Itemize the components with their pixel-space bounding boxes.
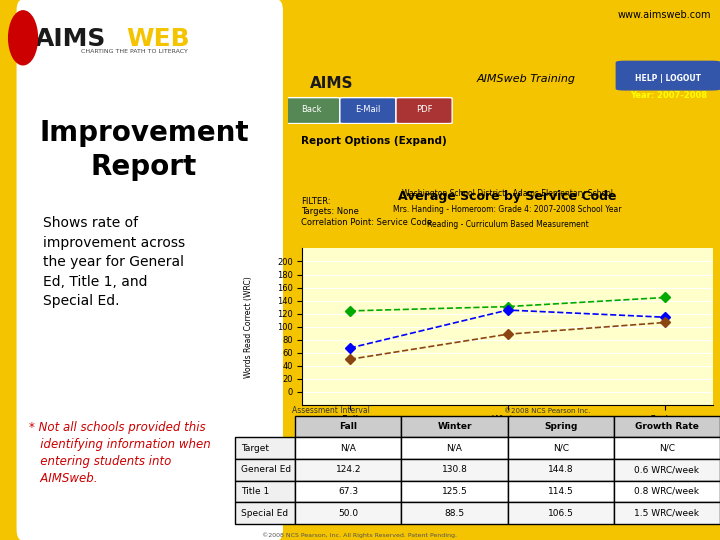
Text: * Not all schools provided this
   identifying information when
   entering stud: * Not all schools provided this identify… <box>29 421 210 485</box>
FancyBboxPatch shape <box>17 0 282 540</box>
Title 1 <box>661 314 670 320</box>
Line: General Ed: General Ed <box>346 294 669 314</box>
General Ed <box>346 308 354 314</box>
Text: AIMS: AIMS <box>35 27 106 51</box>
FancyBboxPatch shape <box>340 98 396 124</box>
Text: Shows rate of
improvement across
the year for General
Ed, Title 1, and
Special E: Shows rate of improvement across the yea… <box>43 216 185 308</box>
Text: web: web <box>374 76 410 91</box>
Title 1 <box>503 307 512 313</box>
Title 1 <box>346 345 354 352</box>
Text: Assessment Interval: Assessment Interval <box>292 406 370 415</box>
Text: Report Options (Expand): Report Options (Expand) <box>301 136 446 146</box>
Text: WEB: WEB <box>127 27 190 51</box>
Special Ed <box>346 356 354 362</box>
Text: CHARTING THE PATH TO LITERACY: CHARTING THE PATH TO LITERACY <box>81 49 187 53</box>
General Ed <box>503 303 512 310</box>
Text: AIMS: AIMS <box>310 76 353 91</box>
Text: Improvement
Report: Improvement Report <box>39 119 249 181</box>
Title: Average Score by Service Code: Average Score by Service Code <box>398 190 617 203</box>
Text: AIMSweb Training: AIMSweb Training <box>476 73 575 84</box>
Text: ©2008 NCS Pearson, Inc. All Rights Reserved. Patent Pending.: ©2008 NCS Pearson, Inc. All Rights Reser… <box>263 532 457 538</box>
Text: HELP | LOGOUT: HELP | LOGOUT <box>635 73 701 83</box>
Text: ©2008 NCS Pearson Inc.: ©2008 NCS Pearson Inc. <box>504 408 590 414</box>
FancyBboxPatch shape <box>284 98 340 124</box>
Text: Washington School District - Adams Elementary School: Washington School District - Adams Eleme… <box>402 189 613 198</box>
FancyBboxPatch shape <box>616 62 720 90</box>
Text: Reading - Curriculum Based Measurement: Reading - Curriculum Based Measurement <box>427 220 588 229</box>
Text: Back: Back <box>302 105 322 114</box>
Text: PDF: PDF <box>416 105 432 114</box>
Line: Special Ed: Special Ed <box>346 319 669 363</box>
Text: E-Mail: E-Mail <box>355 105 381 114</box>
Line: Title 1: Title 1 <box>346 307 669 352</box>
Circle shape <box>9 11 37 65</box>
X-axis label: Assessment Interval: Assessment Interval <box>462 431 554 441</box>
Special Ed <box>661 319 670 326</box>
FancyBboxPatch shape <box>396 98 452 124</box>
Text: FILTER:
Targets: None
Correlation Point: Service Code: FILTER: Targets: None Correlation Point:… <box>301 197 432 227</box>
Text: www.aimsweb.com: www.aimsweb.com <box>618 10 711 20</box>
Text: Mrs. Handing - Homeroom: Grade 4: 2007-2008 School Year: Mrs. Handing - Homeroom: Grade 4: 2007-2… <box>393 205 622 213</box>
Special Ed <box>503 331 512 338</box>
Y-axis label: Words Read Correct (WRC): Words Read Correct (WRC) <box>244 276 253 377</box>
General Ed <box>661 294 670 301</box>
Text: Year: 2007-2008: Year: 2007-2008 <box>630 91 706 99</box>
